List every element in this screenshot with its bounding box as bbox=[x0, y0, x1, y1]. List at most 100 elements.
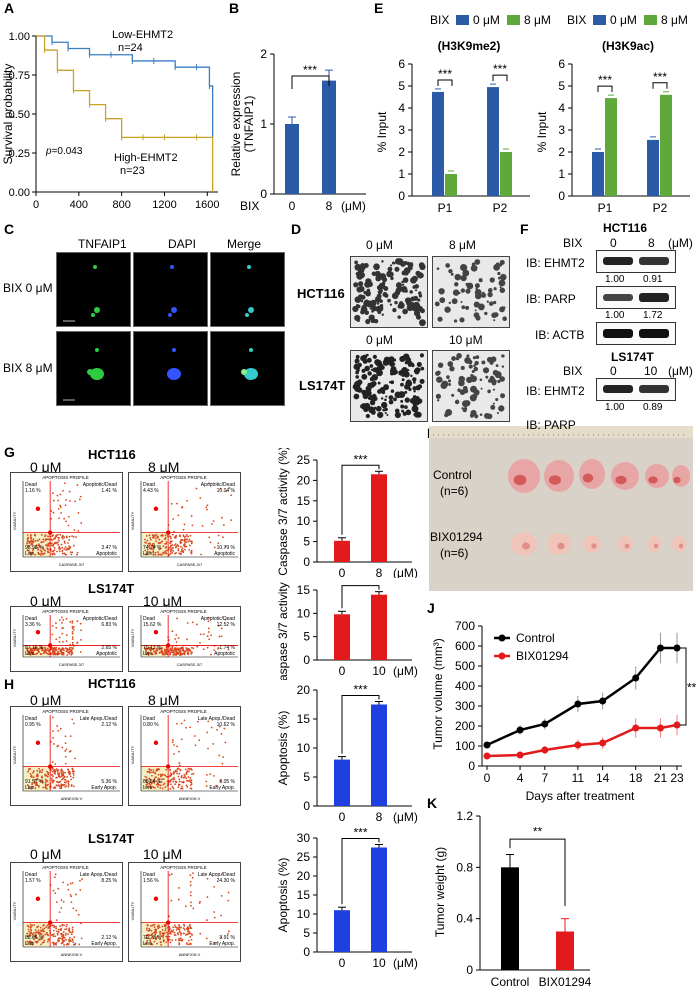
j-legend-marker bbox=[498, 634, 506, 642]
flow-q-tr-name: Apoptotic/Dead bbox=[83, 482, 117, 488]
colony-dot bbox=[400, 399, 404, 403]
flow-event bbox=[216, 728, 218, 731]
panel-g-ls-col1: 10 μM bbox=[143, 593, 183, 609]
flow-event bbox=[45, 544, 47, 546]
colony-dot bbox=[451, 298, 458, 305]
flow-event bbox=[187, 651, 189, 654]
flow-event bbox=[55, 622, 57, 624]
flow-event bbox=[32, 776, 35, 779]
flow-event bbox=[188, 549, 191, 551]
flow-event bbox=[67, 780, 70, 783]
flow-event bbox=[168, 915, 170, 918]
panel-h-hct-col0: 0 μM bbox=[30, 692, 62, 708]
flow-event bbox=[186, 785, 189, 788]
colony-dot bbox=[375, 263, 378, 266]
flow-event bbox=[184, 768, 187, 771]
colony-dot bbox=[492, 388, 496, 391]
flow-event bbox=[45, 931, 48, 934]
bar-xtick-label: 10 bbox=[372, 664, 386, 678]
flow-event bbox=[174, 638, 177, 640]
flow-event bbox=[178, 654, 181, 656]
flow-event bbox=[168, 554, 171, 556]
flow-event bbox=[182, 927, 185, 930]
e-ytick-label: 2 bbox=[398, 145, 405, 159]
flow-gate-handle bbox=[153, 506, 159, 511]
flow-event bbox=[190, 904, 192, 907]
flow-event bbox=[210, 726, 213, 729]
colony-dot bbox=[454, 399, 460, 405]
flow-event bbox=[42, 540, 45, 543]
micro-merge-1 bbox=[210, 331, 285, 406]
panel-f-hct-title: HCT116 bbox=[603, 221, 648, 235]
flow-event bbox=[152, 548, 155, 551]
flow-event bbox=[58, 939, 60, 942]
panel-e-chart: BIX 0 μM 8 μM BIX 0 μM 8 μM (H3K9me2) (H… bbox=[375, 13, 690, 215]
colony-dot bbox=[381, 401, 388, 409]
flow-event bbox=[63, 540, 66, 543]
flow-event bbox=[144, 942, 147, 945]
colony-dot bbox=[446, 375, 450, 379]
flow-event bbox=[39, 933, 42, 936]
colony-dot bbox=[451, 393, 455, 397]
flow-gate-handle bbox=[153, 630, 159, 635]
flow-event bbox=[173, 778, 176, 781]
flow-event bbox=[163, 653, 166, 656]
flow-event bbox=[165, 536, 167, 539]
flow-event bbox=[178, 552, 181, 555]
flow-event bbox=[69, 620, 72, 623]
panel-label-i: I bbox=[427, 425, 431, 441]
colony-dot bbox=[402, 411, 407, 416]
flow-event bbox=[66, 942, 69, 945]
flow-event bbox=[178, 937, 180, 940]
flow-event bbox=[65, 925, 68, 928]
flow-event bbox=[170, 899, 173, 902]
flow-event bbox=[189, 777, 192, 779]
e-sig-bracket bbox=[597, 85, 613, 93]
flow-event bbox=[33, 649, 36, 652]
colony-dot bbox=[394, 290, 401, 296]
colony-dot bbox=[374, 359, 381, 366]
k-sig-bracket bbox=[509, 838, 566, 906]
flow-event bbox=[220, 733, 223, 735]
tumor-bix-label: BIX01294 bbox=[430, 530, 483, 544]
colony-dot bbox=[466, 354, 470, 358]
flow-event bbox=[170, 873, 173, 876]
flow-event bbox=[192, 907, 195, 910]
flow-event bbox=[71, 632, 74, 635]
flow-event bbox=[165, 941, 168, 944]
j-point bbox=[673, 644, 681, 652]
flow-event bbox=[34, 553, 36, 556]
flow-event bbox=[145, 779, 148, 782]
panel-b-x-8: 8 bbox=[326, 199, 333, 213]
flow-event bbox=[63, 548, 66, 550]
tumor-bix bbox=[583, 535, 601, 553]
flow-event bbox=[189, 942, 192, 945]
bar-rect bbox=[334, 614, 350, 660]
panel-c-row-1: BIX 8 μM bbox=[3, 361, 53, 375]
flow-event bbox=[206, 635, 209, 638]
flow-event bbox=[32, 770, 35, 773]
flow-event bbox=[60, 784, 63, 787]
flow-event bbox=[188, 538, 191, 541]
colony-dot bbox=[489, 360, 494, 365]
colony-dot bbox=[461, 400, 469, 408]
colony-dot bbox=[401, 378, 405, 382]
flow-event bbox=[161, 647, 164, 649]
j-xtick-label: 0 bbox=[484, 771, 491, 785]
panel-label-e: E bbox=[374, 0, 384, 16]
colony-dot bbox=[474, 289, 482, 296]
bar-sig-label: *** bbox=[353, 452, 367, 466]
bar-ytick-label: 20 bbox=[297, 473, 311, 487]
colony-dot bbox=[400, 382, 404, 387]
flow-event bbox=[52, 935, 55, 938]
flow-event bbox=[171, 552, 174, 554]
flow-event bbox=[189, 932, 192, 935]
flow-event bbox=[187, 647, 190, 650]
flow-event bbox=[33, 533, 36, 536]
bar-ytick-label: 15 bbox=[297, 712, 311, 726]
hct-ehmt2-val0: 1.00 bbox=[605, 274, 625, 285]
flow-event bbox=[71, 535, 73, 537]
flow-event bbox=[36, 649, 39, 652]
flow-event bbox=[146, 934, 148, 937]
tumor-bix-spot bbox=[653, 543, 659, 549]
